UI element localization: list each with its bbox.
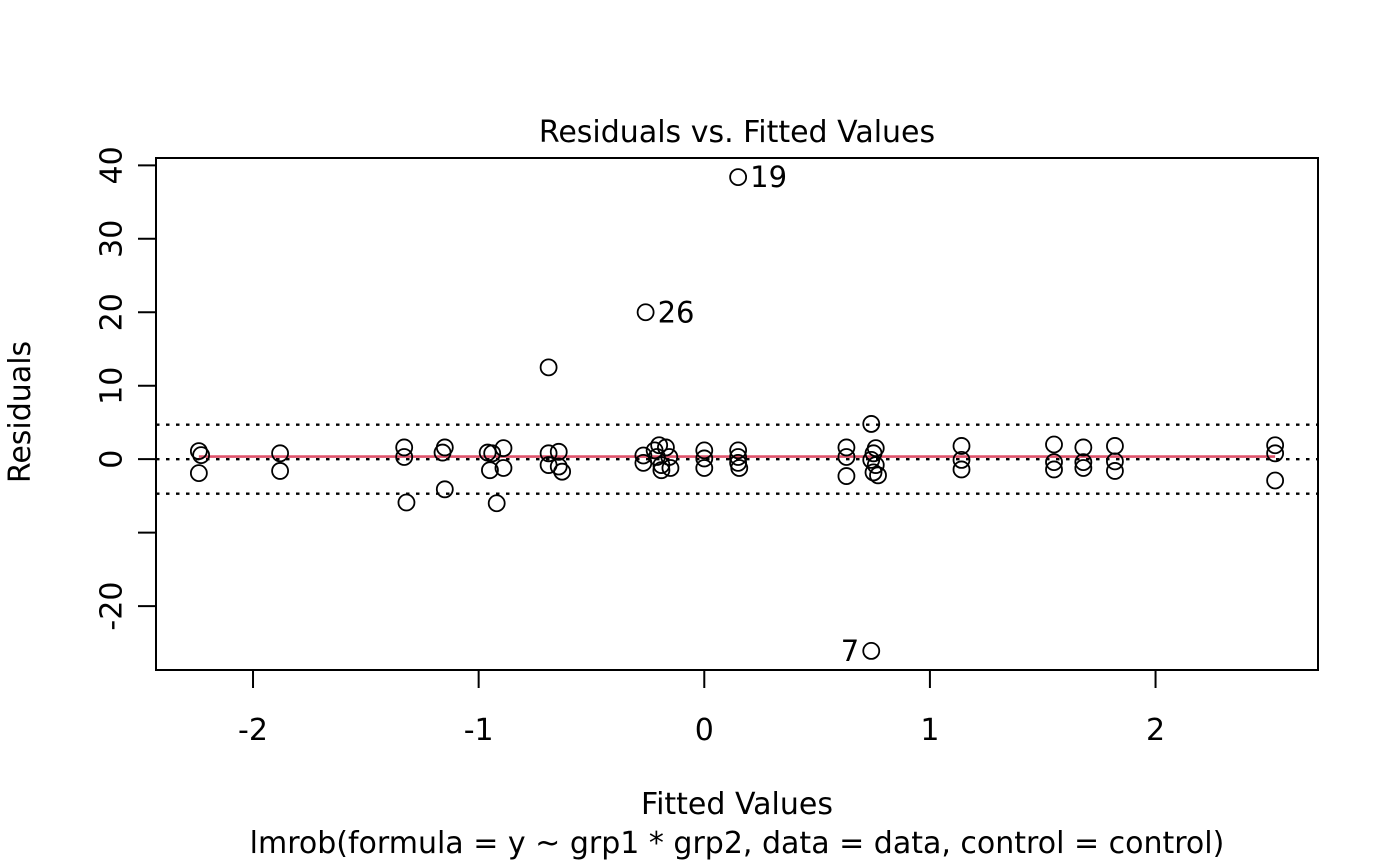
outlier-point bbox=[862, 642, 881, 660]
data-point bbox=[271, 444, 289, 463]
x-tick-label: 2 bbox=[1146, 713, 1165, 748]
data-point bbox=[539, 444, 558, 463]
data-point bbox=[652, 461, 671, 480]
data-point bbox=[866, 456, 885, 474]
data-point bbox=[192, 446, 211, 465]
data-point bbox=[271, 462, 289, 480]
data-point bbox=[952, 451, 971, 469]
y-tick-label: -20 bbox=[95, 582, 130, 631]
data-point bbox=[952, 460, 971, 479]
y-tick-label: 0 bbox=[95, 450, 130, 469]
data-point bbox=[1045, 435, 1063, 454]
data-point bbox=[634, 446, 653, 465]
x-tick-label: 0 bbox=[695, 713, 714, 748]
data-point bbox=[435, 480, 454, 499]
x-tick-label: 1 bbox=[920, 713, 939, 748]
data-point bbox=[695, 459, 714, 477]
plot-title: Residuals vs. Fitted Values bbox=[539, 115, 935, 150]
outlier-point bbox=[636, 303, 655, 322]
data-point bbox=[483, 444, 502, 463]
outlier-point-label: 7 bbox=[841, 634, 859, 668]
data-point bbox=[837, 448, 856, 466]
data-point bbox=[189, 442, 208, 460]
data-point bbox=[549, 442, 568, 461]
model-call-subtitle: lmrob(formula = y ~ grp1 * grp2, data = … bbox=[250, 826, 1225, 861]
data-point bbox=[657, 438, 675, 457]
y-tick-label: 10 bbox=[95, 367, 130, 405]
data-point bbox=[729, 448, 748, 466]
data-point bbox=[661, 459, 680, 477]
data-point bbox=[1266, 436, 1285, 455]
data-point bbox=[481, 461, 499, 480]
data-point bbox=[695, 441, 714, 460]
x-tick-label: -2 bbox=[238, 713, 268, 748]
data-point bbox=[549, 457, 568, 476]
y-tick-label: 40 bbox=[95, 146, 130, 184]
data-point bbox=[494, 439, 513, 458]
data-point bbox=[862, 451, 881, 469]
data-point bbox=[397, 493, 416, 512]
data-point bbox=[487, 494, 506, 513]
y-tick-label: 20 bbox=[95, 293, 130, 331]
data-point bbox=[494, 459, 513, 477]
data-point bbox=[1106, 437, 1124, 455]
outlier-point bbox=[729, 168, 748, 186]
y-axis-label: Residuals bbox=[3, 341, 38, 483]
data-point bbox=[837, 467, 856, 485]
data-point bbox=[1106, 452, 1124, 471]
data-point bbox=[1074, 459, 1093, 477]
y-tick-label: 30 bbox=[95, 220, 130, 258]
data-point bbox=[864, 463, 883, 482]
x-tick-label: -1 bbox=[464, 713, 494, 748]
data-point bbox=[553, 462, 572, 481]
data-point bbox=[952, 437, 971, 455]
data-point bbox=[189, 464, 208, 483]
plot-box bbox=[155, 157, 1319, 671]
data-point bbox=[1045, 460, 1063, 479]
data-point bbox=[395, 448, 414, 466]
data-point bbox=[395, 438, 414, 457]
outlier-point-label: 26 bbox=[658, 295, 695, 329]
data-point bbox=[660, 448, 679, 466]
data-point bbox=[862, 415, 881, 433]
data-point bbox=[1266, 471, 1285, 490]
data-point bbox=[1266, 444, 1285, 463]
data-point bbox=[1074, 453, 1093, 472]
data-point bbox=[869, 466, 887, 485]
data-point bbox=[650, 436, 669, 455]
data-point bbox=[1106, 462, 1124, 480]
data-point bbox=[1045, 453, 1063, 472]
x-axis-label: Fitted Values bbox=[641, 787, 833, 822]
data-point bbox=[730, 459, 749, 477]
data-point bbox=[729, 441, 748, 460]
data-point bbox=[433, 443, 452, 462]
data-point bbox=[1074, 438, 1093, 457]
data-point bbox=[539, 358, 558, 377]
data-point bbox=[837, 438, 856, 457]
data-point bbox=[695, 449, 714, 468]
plot-elements: -2 -1 0 1 2 40 30 20 10 0 -20 19 26 7 bbox=[95, 146, 1318, 748]
outlier-point-label: 19 bbox=[750, 160, 787, 194]
